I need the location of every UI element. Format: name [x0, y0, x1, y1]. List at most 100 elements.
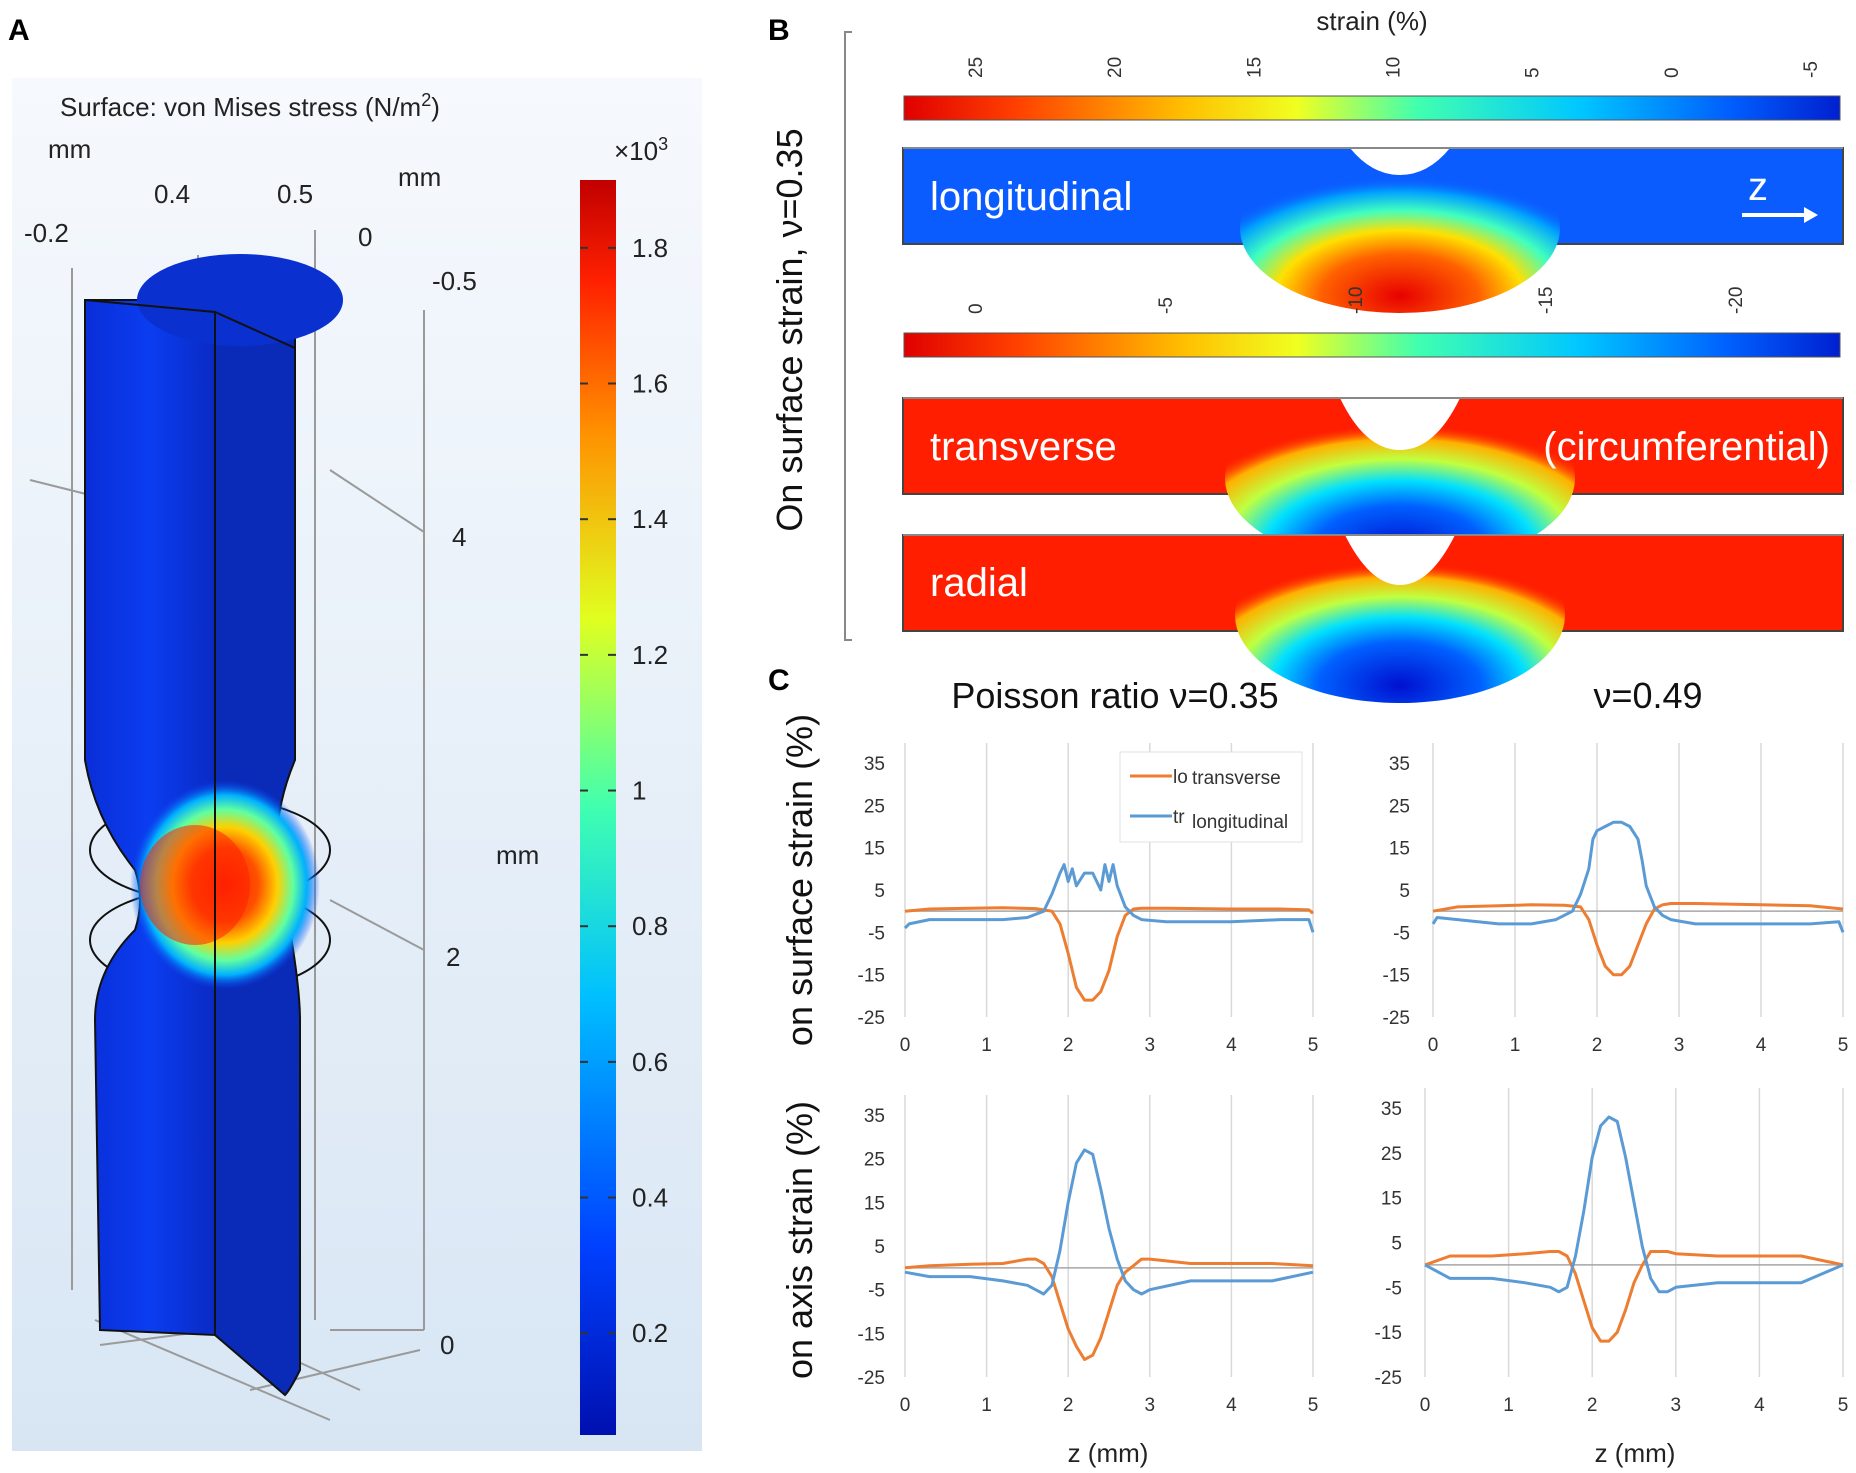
series-line-longitudinal [904, 1148, 1314, 1296]
strain-colorbar-2 [903, 332, 1841, 358]
panel-a: A Surface: von Mises stress (N/m2) [8, 14, 702, 1451]
colorbar-tick-label: 20 [1105, 57, 1126, 78]
x-tick-label: 5 [1308, 1395, 1319, 1416]
colorbar-tick-label: 1.6 [632, 369, 668, 399]
row-label-surface: on surface strain (%) [779, 714, 820, 1046]
y-tick-label: -5 [1393, 923, 1410, 944]
colorbar-tick-label: 0 [1662, 67, 1683, 78]
panel-b: B On surface strain, ν=0.35 strain (%) 2… [768, 6, 1844, 703]
colorbar-tick-label: 1.2 [632, 640, 668, 670]
x-tick-label: 4 [1226, 1035, 1237, 1056]
map-radial: radial [902, 527, 1844, 703]
y-tick-label: 15 [1381, 1189, 1402, 1210]
y-tick-label: 15 [1389, 839, 1410, 860]
xlabel-right: z (mm) [1595, 1438, 1676, 1468]
colorbar-tick-label: -5 [1801, 61, 1822, 78]
y-tick-label: 25 [864, 796, 885, 817]
x-tick-label: 4 [1754, 1395, 1765, 1416]
panel-b-label: B [768, 14, 790, 47]
colorbar-tick-label: 0.2 [632, 1318, 668, 1348]
colorbar-tick-label: 1 [632, 776, 646, 806]
map-label-longitudinal: longitudinal [930, 175, 1132, 219]
series-line-transverse [1432, 902, 1844, 977]
y-tick-label: 5 [874, 881, 885, 902]
y-tick-label: -5 [868, 1281, 885, 1302]
x-tick-label: 1 [1510, 1035, 1521, 1056]
map-label-radial: radial [930, 561, 1028, 605]
y-tick-label: -5 [868, 923, 885, 944]
x-tick-label: 5 [1838, 1035, 1849, 1056]
x-tick-label: 0 [1420, 1395, 1431, 1416]
legend-key-2: tr [1173, 807, 1185, 828]
y-tick-label: 35 [864, 754, 885, 775]
panel-b-side-label: On surface strain, ν=0.35 [769, 128, 810, 531]
z-direction-label: z [1748, 165, 1768, 209]
axis-unit-mm: mm [398, 162, 441, 192]
series-line-longitudinal [903, 863, 1315, 933]
colorbar-tick-label: -10 [1346, 287, 1367, 314]
xlabel-left: z (mm) [1068, 1438, 1149, 1468]
legend: lo tr transverse longitudinal [1119, 751, 1303, 843]
y-tick-label: 35 [1381, 1099, 1402, 1120]
x-tick-label: 3 [1145, 1395, 1156, 1416]
series-line-longitudinal [1424, 1115, 1844, 1294]
y-tick-label: -5 [1385, 1278, 1402, 1299]
y-tick-label: -25 [858, 1008, 885, 1029]
y-tick-label: 5 [874, 1237, 885, 1258]
axis-tick: 0 [440, 1330, 454, 1360]
y-tick-label: -15 [858, 966, 885, 987]
y-tick-label: 25 [1389, 796, 1410, 817]
y-tick-label: -15 [1375, 1323, 1402, 1344]
colorbar-tick-label: 0.8 [632, 911, 668, 941]
axis-tick: 0.4 [154, 179, 190, 209]
x-tick-label: 5 [1308, 1035, 1319, 1056]
y-tick-label: 25 [864, 1150, 885, 1171]
x-tick-label: 3 [1671, 1395, 1682, 1416]
x-tick-label: 2 [1587, 1395, 1598, 1416]
map-label-transverse: transverse [930, 425, 1117, 469]
column-title-049: ν=0.49 [1593, 675, 1702, 716]
x-tick-label: 0 [1428, 1035, 1439, 1056]
panel-b-bracket [844, 31, 852, 641]
x-tick-label: 2 [1063, 1395, 1074, 1416]
x-tick-label: 3 [1145, 1035, 1156, 1056]
colorbar-tick-label: -15 [1536, 287, 1557, 314]
axis-unit-mm: mm [496, 840, 539, 870]
colorbar-multiplier: ×103 [614, 134, 668, 166]
panel-c: C Poisson ratio ν=0.35 ν=0.49 on surface… [768, 664, 1848, 1468]
colorbar-tick-label: 5 [1523, 67, 1544, 78]
colorbar-tick-label: 1.8 [632, 233, 668, 263]
y-tick-label: -15 [858, 1324, 885, 1345]
axis-tick: 0 [358, 222, 372, 252]
panel-c-label: C [768, 664, 790, 697]
strain-colorbar-1 [903, 95, 1841, 121]
axis-tick: -0.2 [24, 218, 69, 248]
z-arrow-icon [1742, 207, 1818, 223]
y-tick-label: 35 [864, 1106, 885, 1127]
series-line-transverse [1424, 1250, 1844, 1343]
colorbar-tick-label: 10 [1384, 57, 1405, 78]
axis-unit-mm: mm [48, 134, 91, 164]
colorbar-tick-label: 0 [966, 303, 987, 314]
y-tick-label: 15 [864, 1193, 885, 1214]
x-tick-label: 1 [981, 1395, 992, 1416]
map-transverse: transverse (circumferential) [902, 388, 1844, 568]
x-tick-label: 4 [1226, 1395, 1237, 1416]
x-tick-label: 0 [900, 1035, 911, 1056]
x-tick-label: 3 [1674, 1035, 1685, 1056]
map-label-circumferential: (circumferential) [1543, 425, 1830, 469]
map-longitudinal: longitudinal z [902, 143, 1844, 313]
y-tick-label: 5 [1391, 1234, 1402, 1255]
panel-a-label: A [8, 14, 30, 47]
series-line-longitudinal [1431, 820, 1845, 933]
colorbar-tick-label: 0.4 [632, 1183, 668, 1213]
x-tick-label: 4 [1756, 1035, 1767, 1056]
y-tick-label: -25 [1375, 1368, 1402, 1389]
y-tick-label: 5 [1399, 881, 1410, 902]
column-title-035: Poisson ratio ν=0.35 [951, 675, 1278, 716]
axis-tick: 2 [446, 942, 460, 972]
colorbar-tick-label: 25 [966, 57, 987, 78]
x-tick-label: 2 [1592, 1035, 1603, 1056]
